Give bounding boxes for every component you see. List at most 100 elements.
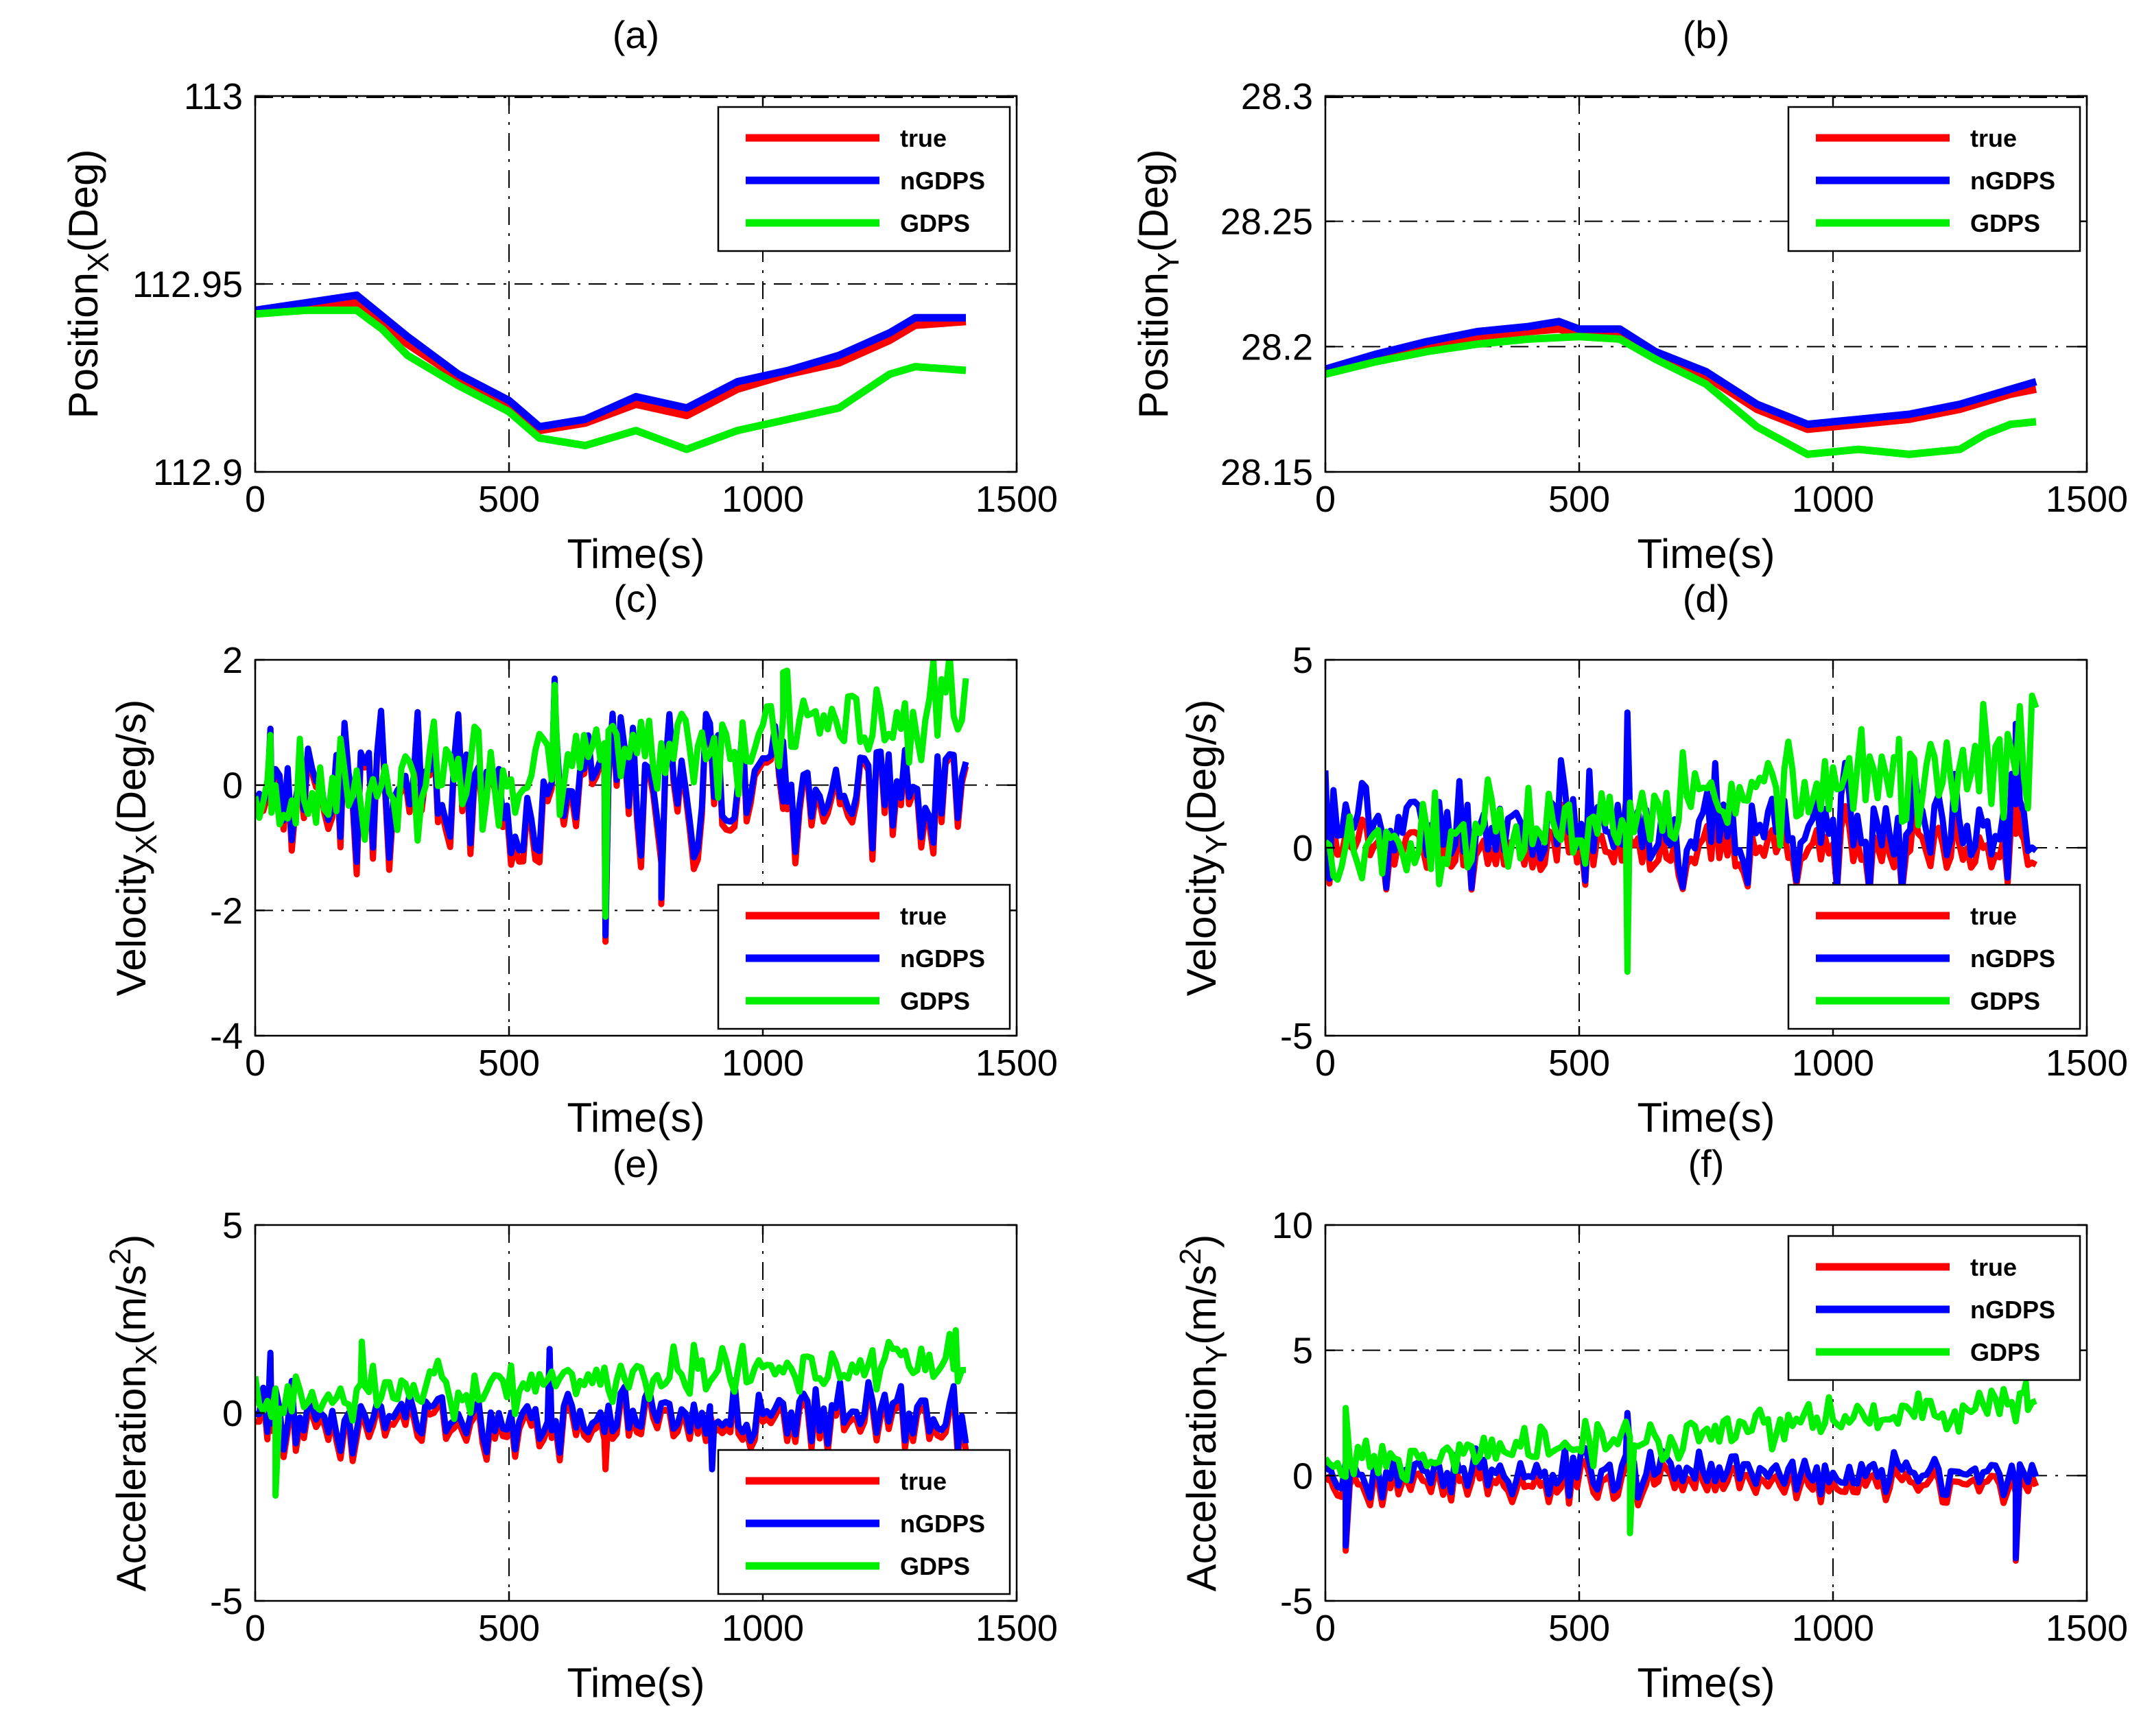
- y-tick-label: 113: [184, 76, 243, 117]
- legend-label-nGDPS: nGDPS: [900, 167, 985, 195]
- y-label-unit: (Deg): [1131, 150, 1176, 252]
- y-label-unit: (Deg/s): [108, 700, 154, 835]
- y-tick-label: 0: [222, 765, 243, 807]
- x-tick-label: 0: [1315, 1043, 1336, 1084]
- y-tick-label: 5: [222, 1205, 243, 1246]
- y-label-unit: (m/s: [108, 1265, 154, 1345]
- series-group: [1325, 318, 2037, 458]
- y-tick-label: 28.25: [1220, 202, 1313, 243]
- x-tick-label: 1000: [722, 1043, 804, 1084]
- y-tick-label: 28.3: [1241, 76, 1313, 117]
- y-tick-label: 28.15: [1220, 452, 1313, 493]
- series-line-GDPS: [1325, 692, 2039, 975]
- series-line-GDPS: [1325, 333, 2037, 458]
- axes-frame: [1324, 95, 2088, 473]
- x-tick-label: 0: [245, 1608, 265, 1649]
- y-axis-label: VelocityX(Deg/s): [108, 700, 163, 997]
- chart-panel-b: (b) 0 500 1000 1500 28.15 28.2 28.25 28.3 Time(s)…: [1131, 13, 2128, 577]
- series-line-GDPS: [255, 1327, 967, 1499]
- chart-title: (d): [1683, 577, 1729, 620]
- y-label-unit: (m/s: [1179, 1265, 1225, 1345]
- x-axis-label: Time(s): [567, 1095, 705, 1141]
- legend: true nGDPS GDPS: [1787, 1235, 2081, 1381]
- axes-frame: [1324, 1224, 2088, 1602]
- legend: true nGDPS GDPS: [717, 106, 1011, 252]
- y-label-main: Position: [1131, 272, 1176, 418]
- chart-title: (c): [613, 577, 658, 620]
- y-axis-label: PositionY(Deg): [1131, 150, 1185, 419]
- x-tick-label: 1000: [1792, 1608, 1874, 1649]
- chart-title: (e): [613, 1142, 659, 1185]
- x-tick-label: 1000: [1792, 1043, 1874, 1084]
- y-tick-label: 0: [222, 1393, 243, 1434]
- x-axis-label: Time(s): [567, 531, 705, 577]
- y-label-main: Velocity: [108, 855, 154, 997]
- y-label-sub: X: [130, 1345, 163, 1365]
- x-axis-label: Time(s): [567, 1660, 705, 1706]
- y-tick-label: -5: [1280, 1581, 1313, 1622]
- series-line-nGDPS: [255, 1346, 969, 1473]
- legend-label-true: true: [1970, 1253, 2017, 1281]
- series-line-GDPS: [1325, 1379, 2037, 1536]
- x-tick-label: 0: [245, 1043, 265, 1084]
- y-tick-label: -4: [210, 1016, 243, 1057]
- legend: true nGDPS GDPS: [717, 883, 1011, 1030]
- legend-label-GDPS: GDPS: [900, 1552, 970, 1580]
- x-tick-label: 1000: [722, 1608, 804, 1649]
- series-group: [1325, 1379, 2039, 1564]
- series-line-true: [255, 298, 967, 435]
- chart-panel-e: (e)0 500 1000 1500-505Time(s)AccelerationX(…: [104, 1142, 1058, 1706]
- y-tick-label: 0: [1292, 828, 1313, 869]
- legend-label-GDPS: GDPS: [1970, 209, 2040, 237]
- series-group: [255, 1327, 969, 1499]
- y-label-end: ): [1179, 1235, 1225, 1248]
- chart-title: (f): [1688, 1142, 1725, 1185]
- legend-label-GDPS: GDPS: [1970, 987, 2040, 1015]
- legend-label-true: true: [900, 902, 947, 930]
- legend-label-true: true: [900, 1467, 947, 1495]
- legend-label-true: true: [900, 124, 947, 152]
- x-tick-label: 500: [1548, 479, 1610, 520]
- y-label-main: Velocity: [1179, 855, 1225, 997]
- y-label-end: ): [108, 1235, 154, 1248]
- x-axis-label: Time(s): [1637, 1095, 1775, 1141]
- series-group: [255, 660, 969, 945]
- series-line-GDPS: [255, 306, 967, 453]
- x-tick-label: 0: [1315, 1608, 1336, 1649]
- y-label-sub: X: [130, 834, 163, 854]
- x-tick-label: 1000: [722, 479, 804, 520]
- chart-panel-a: (a) 0 500 1000 1500 112.9 112.95 113 Time(s) Posi…: [60, 13, 1058, 577]
- x-tick-label: 500: [478, 479, 540, 520]
- x-tick-label: 500: [478, 1043, 540, 1084]
- x-tick-label: 500: [1548, 1043, 1610, 1084]
- y-tick-label: 0: [1292, 1455, 1313, 1497]
- x-tick-label: 0: [1315, 479, 1336, 520]
- x-axis-label: Time(s): [1637, 531, 1775, 577]
- axes-frame: [254, 658, 1018, 1037]
- legend-label-nGDPS: nGDPS: [900, 1510, 985, 1538]
- y-label-sub: Y: [1200, 834, 1233, 854]
- x-tick-label: 1500: [2046, 1608, 2128, 1649]
- x-tick-label: 1500: [976, 479, 1058, 520]
- x-tick-label: 1500: [976, 1608, 1058, 1649]
- x-tick-label: 1500: [2046, 479, 2128, 520]
- series-line-GDPS: [255, 660, 969, 920]
- legend-label-nGDPS: nGDPS: [1970, 944, 2055, 973]
- y-label-main: Acceleration: [108, 1365, 154, 1591]
- y-tick-label: 112.95: [132, 264, 243, 305]
- series-group: [255, 291, 967, 453]
- y-tick-label: 112.9: [153, 452, 243, 493]
- legend: true nGDPS GDPS: [717, 1449, 1011, 1595]
- x-tick-label: 1500: [976, 1043, 1058, 1084]
- x-axis-label: Time(s): [1637, 1660, 1775, 1706]
- y-label-main: Position: [60, 272, 106, 418]
- y-label-sub: X: [82, 252, 115, 272]
- legend: true nGDPS GDPS: [1787, 883, 2081, 1030]
- legend-label-nGDPS: nGDPS: [1970, 1296, 2055, 1324]
- y-tick-label: -5: [210, 1581, 243, 1622]
- y-label-unit: (Deg/s): [1179, 700, 1225, 835]
- series-line-nGDPS: [255, 291, 966, 431]
- y-label-sup: 2: [1174, 1248, 1207, 1265]
- chart-panel-f: (f)0 500 1000 1500-50510Time(s)Acceleration…: [1174, 1142, 2128, 1706]
